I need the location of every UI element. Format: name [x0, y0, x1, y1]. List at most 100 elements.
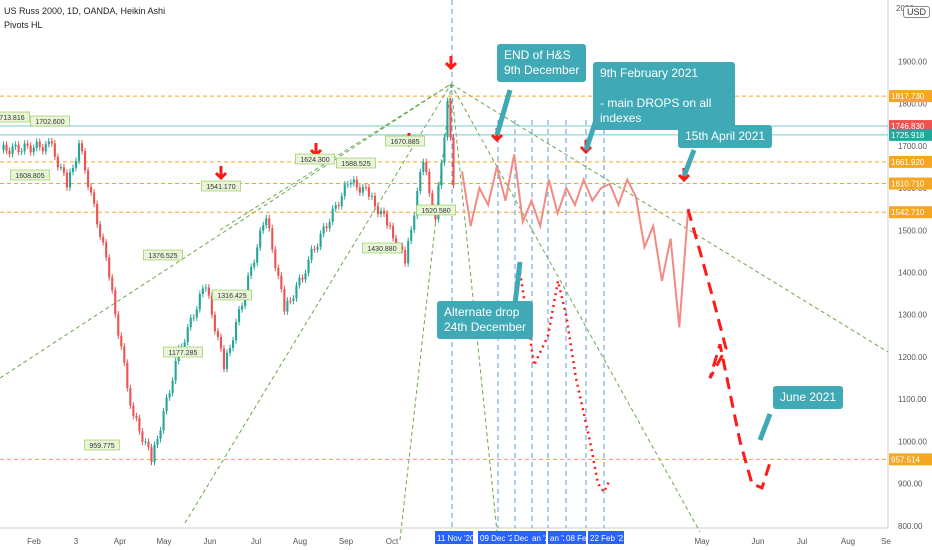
candle-body [428, 171, 431, 194]
x-tick-label: Aug [293, 537, 307, 546]
candle-body [96, 203, 99, 225]
pivot-label: 1702.600 [35, 119, 64, 126]
x-tick-label: Jul [251, 537, 261, 546]
candle-body [361, 187, 364, 193]
candle-body [337, 205, 340, 207]
candle-body [352, 179, 355, 183]
alternate-drop-path [518, 272, 612, 495]
candle-body [298, 277, 301, 286]
trend-line [184, 83, 452, 524]
trend-line [450, 83, 701, 533]
candle-body [186, 327, 189, 343]
callout-pointer [757, 413, 773, 441]
candle-body [280, 275, 283, 289]
pivot-label-box [336, 157, 376, 169]
candle-body [123, 346, 126, 363]
candle-body [382, 210, 386, 214]
candle-body [216, 331, 219, 337]
candle-body [171, 380, 174, 394]
candle-body [322, 226, 325, 234]
candle-body [379, 210, 383, 214]
x-highlight-tag [588, 531, 624, 544]
candle-body [271, 228, 274, 250]
x-tick-label: Jun [752, 537, 765, 546]
candle-body [162, 411, 165, 431]
candle-body [204, 287, 207, 289]
candle-body [32, 147, 35, 153]
candle-body [120, 335, 123, 347]
candle-body [262, 225, 265, 231]
down-arrow-icon [444, 56, 458, 71]
candle-body [102, 236, 105, 243]
candle-body [325, 226, 328, 229]
candle-body [446, 101, 449, 138]
price-level-tag [889, 90, 932, 103]
candle-body [234, 322, 238, 341]
y-tick-label: 900.00 [898, 480, 923, 489]
x-highlight-label: Dec '20 [514, 534, 541, 543]
candle-body [355, 179, 358, 188]
candle-body [410, 229, 413, 241]
projection-path [461, 154, 689, 328]
candle-body [87, 170, 90, 187]
candle-body [50, 141, 53, 144]
x-tick-label: Apr [114, 537, 127, 546]
pivot-label: 1520.580 [421, 208, 450, 215]
candle-body [195, 309, 198, 318]
candle-body [422, 162, 425, 172]
candle-body [93, 192, 96, 204]
candle-body [65, 172, 68, 188]
candle-body [222, 348, 226, 369]
y-tick-label: 1500.00 [898, 226, 927, 235]
candle-body [307, 259, 310, 274]
price-level-label: 1746.830 [891, 122, 925, 131]
x-highlight-label: 08 Feb [566, 534, 591, 543]
candle-body [53, 143, 56, 157]
candle-body [35, 141, 38, 148]
x-tick-label: 3 [74, 537, 79, 546]
candle-body [401, 245, 404, 251]
candle-body [256, 247, 259, 263]
candle-body [71, 167, 75, 172]
candle-body [419, 171, 422, 191]
candle-body [283, 288, 286, 312]
candle-body [165, 397, 168, 412]
candle-body [238, 309, 241, 323]
currency-badge[interactable]: USD [902, 6, 930, 18]
callout-june: June 2021 [773, 386, 844, 409]
candle-body [207, 287, 210, 296]
candle-body [26, 143, 29, 146]
candle-body [265, 218, 268, 226]
candle-body [210, 295, 213, 315]
y-tick-label: 800.00 [898, 522, 923, 531]
pivot-label-box [30, 115, 70, 127]
pivot-label-box [163, 346, 203, 358]
candle-body [138, 417, 141, 432]
candle-body [413, 215, 416, 230]
x-tick-label: Se [881, 537, 891, 546]
candle-body [295, 285, 298, 299]
candle-body [47, 141, 50, 145]
candle-body [370, 195, 374, 197]
trend-line [450, 83, 889, 353]
candle-body [11, 146, 14, 154]
candle-body [301, 277, 304, 280]
pivot-label: 1376.525 [148, 253, 177, 260]
candle-body [168, 393, 171, 398]
candle-body [346, 184, 349, 186]
x-tick-label: Jul [797, 537, 807, 546]
candle-body [174, 361, 177, 381]
pivot-label-box [212, 289, 252, 301]
candle-body [449, 101, 452, 138]
x-tick-label: Jun [204, 537, 217, 546]
candle-body [117, 314, 120, 336]
price-level-tag [889, 128, 932, 141]
candle-body [126, 362, 129, 389]
candle-body [349, 182, 352, 185]
price-level-tag [889, 177, 932, 190]
candle-body [304, 273, 307, 280]
pivot-label-box [0, 111, 30, 123]
x-tick-label: May [694, 537, 709, 546]
candle-body [144, 441, 147, 443]
candle-body [135, 415, 138, 418]
